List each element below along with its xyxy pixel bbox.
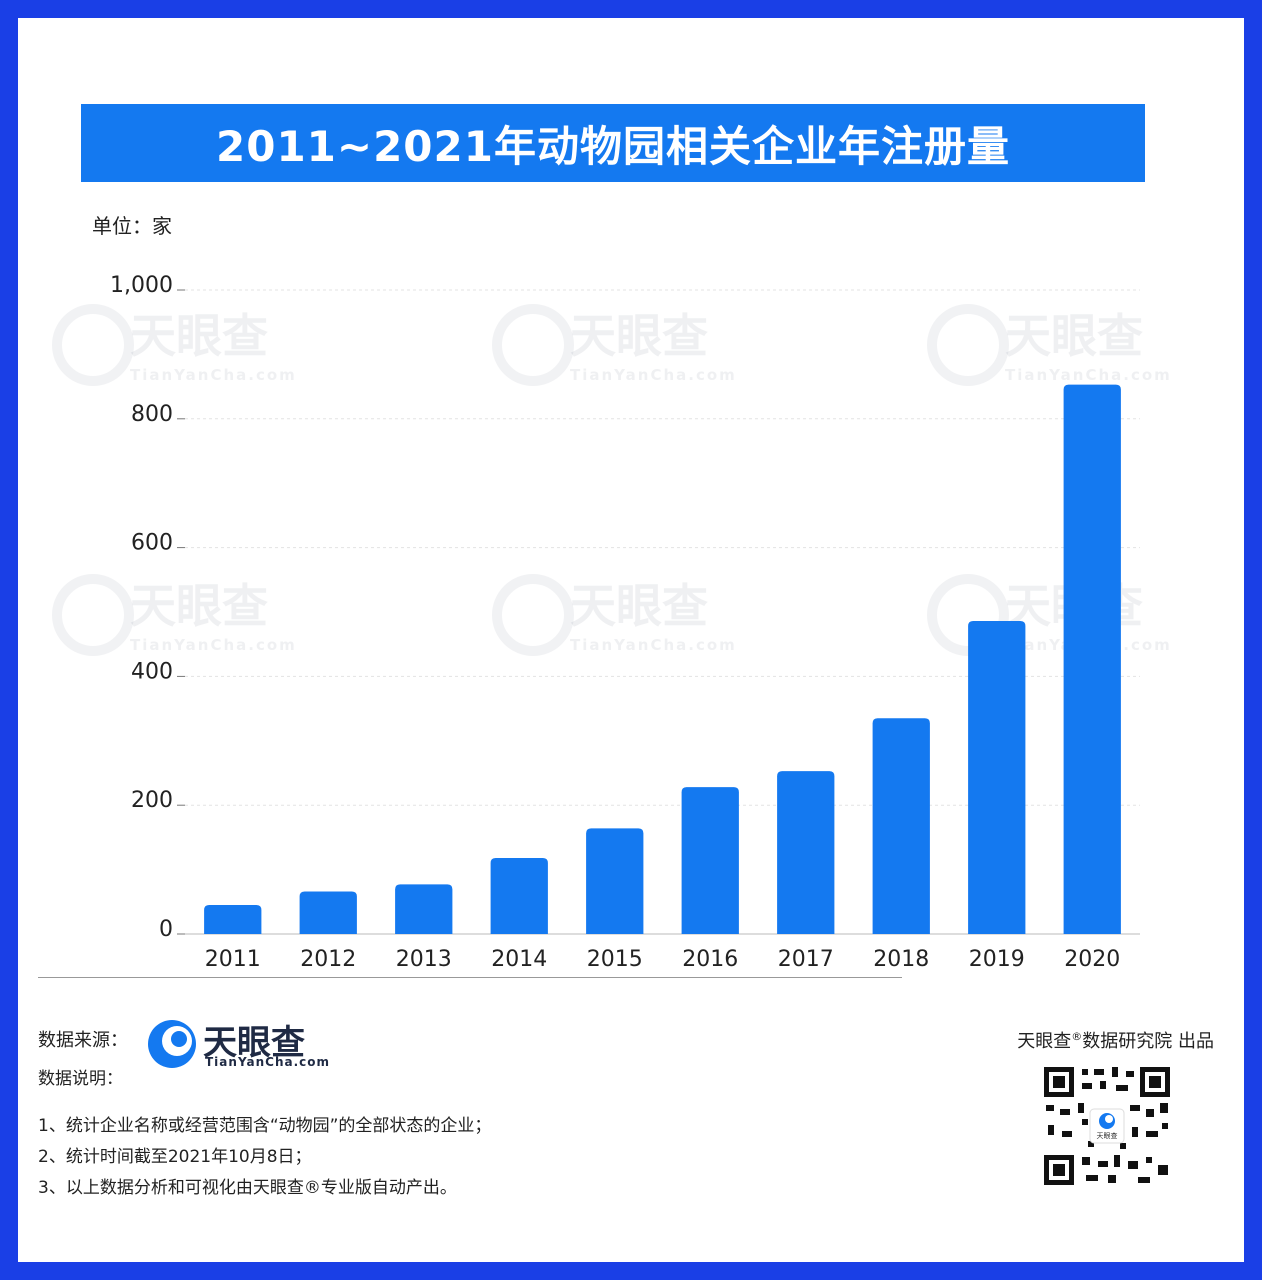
chart-title: 2011~2021年动物园相关企业年注册量 [81,104,1145,182]
x-tick-label: 2015 [587,947,643,972]
notes-title: 数据说明： [38,1069,123,1089]
tianyancha-logo: 天眼查 TianYanCha.com [145,1013,345,1073]
bar-2019 [968,621,1026,934]
x-tick-label: 2017 [778,947,834,972]
bar-2011 [204,905,262,934]
y-tick-label: 200 [131,788,173,813]
y-tick-label: 800 [131,402,173,427]
y-tick-label: 600 [131,531,173,556]
chart-card [18,18,1244,1262]
y-tick-label: 400 [131,659,173,684]
x-tick-label: 2019 [969,947,1025,972]
y-tick-label: 1,000 [110,273,173,298]
bar-2013 [395,884,453,934]
bar-2016 [681,787,739,934]
qr-code: 天眼查 [1042,1065,1172,1187]
x-tick-label: 2012 [300,947,356,972]
bar-2012 [299,891,357,934]
logo-icon [148,1020,196,1068]
bar-2017 [777,771,835,934]
note-item: 3、以上数据分析和可视化由天眼查®专业版自动产出。 [38,1178,457,1198]
logo-text: 天眼查 [203,1023,305,1063]
bar-2018 [872,718,930,934]
credit-text: 天眼查®数据研究院 出品 [1017,1030,1214,1052]
data-source-label: 数据来源： [38,1030,128,1051]
bar-chart: 0 200 400 600 800 1,000 2011 2012 2013 2014 2015 20… [110,273,1140,972]
x-tick-label: 2016 [682,947,738,972]
bar-2020 [1063,384,1121,935]
x-tick-label: 2018 [873,947,929,972]
logo-subtext: TianYanCha.com [205,1055,331,1069]
bar-2015 [586,828,644,934]
note-item: 1、统计企业名称或经营范围含“动物园”的全部状态的企业； [38,1116,492,1136]
qr-logo-label: 天眼查 [1097,1131,1118,1140]
x-tick-label: 2020 [1064,947,1120,972]
bar-2014 [490,858,548,934]
note-item: 2、统计时间截至2021年10月8日； [38,1147,312,1167]
x-tick-label: 2011 [205,947,261,972]
unit-label: 单位：家 [92,214,172,238]
y-tick-label: 0 [159,917,173,942]
x-tick-label: 2013 [396,947,452,972]
x-tick-label: 2014 [491,947,547,972]
divider [38,977,902,978]
